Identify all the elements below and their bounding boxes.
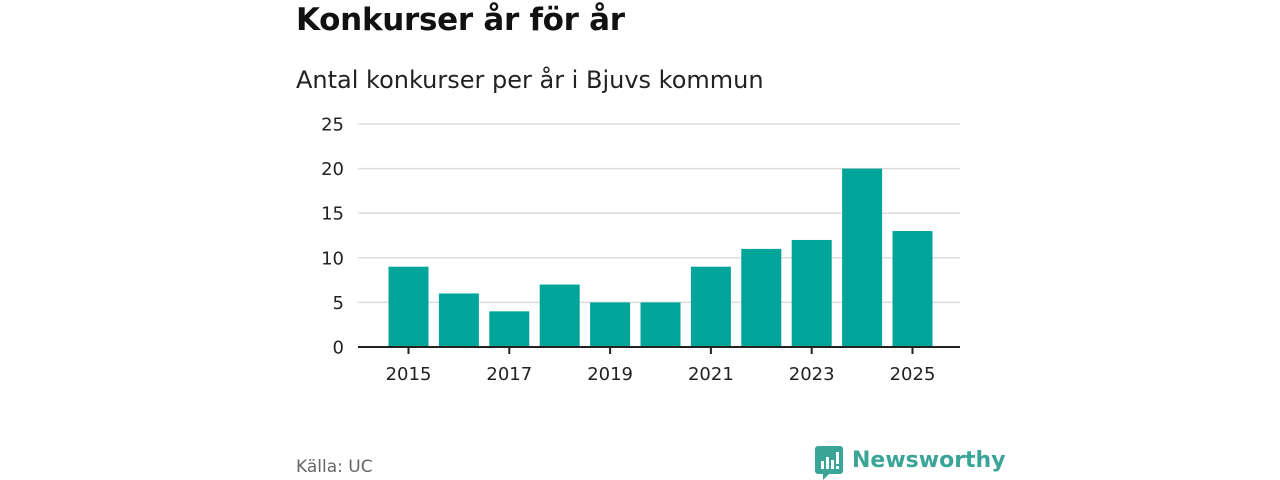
- bar-2015: [388, 266, 429, 347]
- bar-2023: [791, 239, 832, 347]
- chart-subtitle: Antal konkurser per år i Bjuvs kommun: [296, 66, 764, 94]
- bar-2017: [489, 311, 530, 347]
- y-tick-label: 10: [321, 248, 344, 269]
- y-tick-label: 5: [333, 293, 344, 314]
- x-tick-label: 2025: [890, 364, 936, 385]
- y-tick-label: 15: [321, 204, 344, 225]
- x-tick-label: 2019: [587, 364, 633, 385]
- newsworthy-logo-icon: [815, 446, 843, 480]
- chart-title: Konkurser år för år: [296, 2, 625, 38]
- source-note: Källa: UC: [296, 457, 373, 477]
- bar-2024: [842, 168, 883, 347]
- x-tick-label: 2017: [486, 364, 532, 385]
- bar-2018: [539, 284, 580, 347]
- x-tick-label: 2015: [386, 364, 432, 385]
- y-tick-label: 20: [321, 159, 344, 180]
- brand-logo: Newsworthy: [815, 446, 1006, 480]
- bars: [388, 168, 933, 347]
- y-tick-label: 0: [333, 338, 344, 359]
- x-axis: [358, 346, 960, 354]
- bar-2025: [892, 231, 933, 347]
- brand-name: Newsworthy: [852, 448, 1006, 473]
- bar-2022: [741, 248, 782, 347]
- x-tick-label: 2021: [688, 364, 734, 385]
- bar-2020: [640, 302, 681, 347]
- bar-2019: [590, 302, 631, 347]
- bar-2016: [438, 293, 479, 347]
- y-tick-label: 25: [321, 115, 344, 136]
- bar-2021: [690, 266, 731, 347]
- x-tick-label: 2023: [789, 364, 835, 385]
